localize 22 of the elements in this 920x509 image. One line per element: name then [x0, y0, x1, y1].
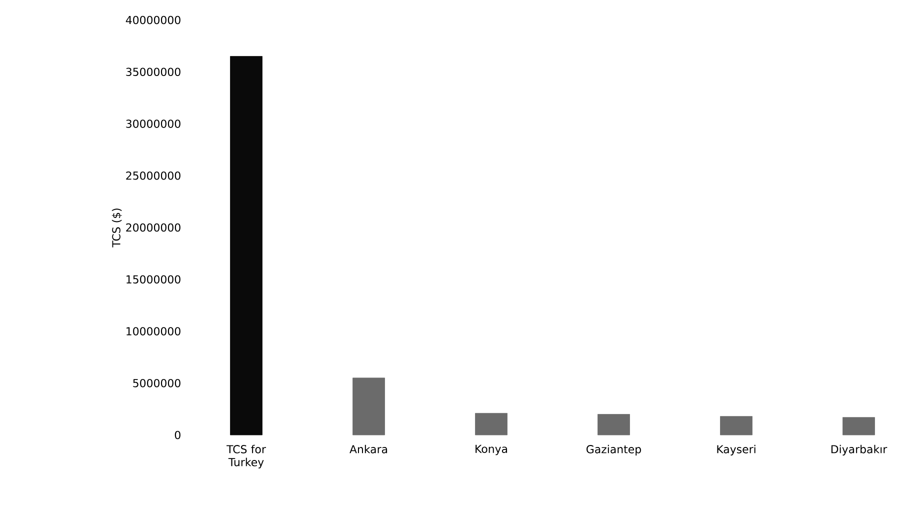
y-tick-label: 35000000: [126, 68, 180, 76]
y-tick-label: 20000000: [126, 223, 180, 232]
bar: [598, 414, 630, 436]
y-tick-label: 25000000: [126, 171, 180, 180]
bar: [720, 416, 752, 436]
x-tick-label: Kayseri: [717, 444, 756, 456]
bar: [230, 56, 262, 436]
x-tick-label: Diyarbakır: [831, 444, 888, 456]
y-tick-label: 5000000: [133, 378, 180, 388]
bar: [475, 413, 508, 436]
y-tick-label: 15000000: [126, 275, 180, 284]
bar: [352, 378, 385, 436]
y-tick-label: 30000000: [126, 120, 180, 128]
bar: [842, 417, 875, 436]
y-tick-label: 0: [174, 430, 180, 440]
x-tick-label: Ankara: [350, 444, 388, 454]
x-tick-label: TCS for Turkey: [226, 444, 266, 468]
x-tick-label: Gaziantep: [586, 444, 641, 456]
y-tick-label: 40000000: [126, 16, 180, 24]
y-tick-label: 10000000: [126, 327, 180, 336]
y-axis-title: TCS ($): [112, 208, 122, 248]
x-tick-label: Konya: [476, 444, 508, 456]
